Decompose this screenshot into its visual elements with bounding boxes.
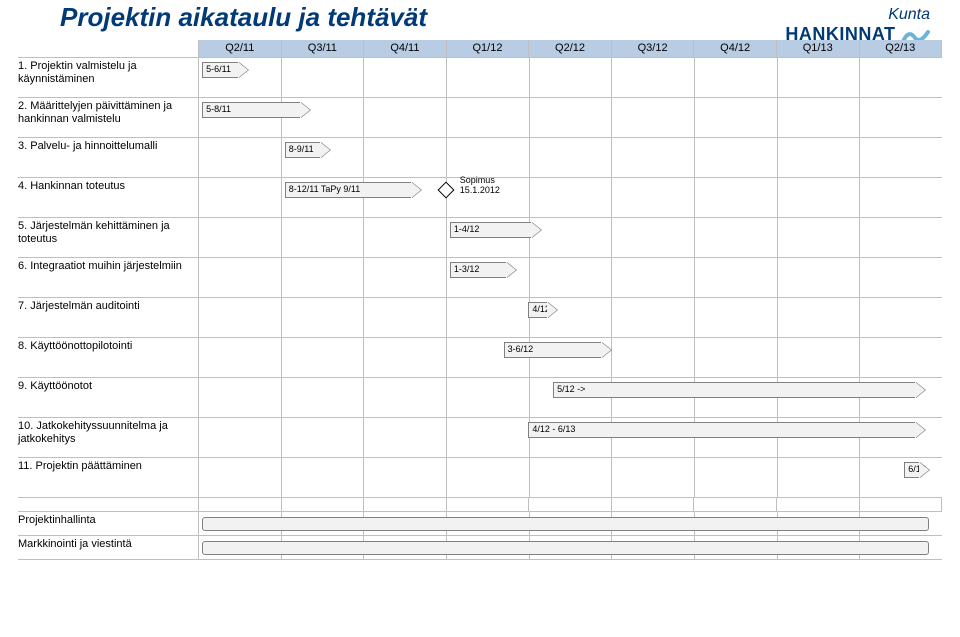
quarter-header: Q3/11 [281, 40, 364, 57]
task-row: 4. Hankinnan toteutus 8-12/11 TaPy 9/11 So… [18, 178, 942, 218]
quarter-header: Q1/12 [446, 40, 529, 57]
header-row: Q2/11Q3/11Q4/11Q1/12Q2/12Q3/12Q4/12Q1/13… [18, 40, 942, 58]
task-label: 9. Käyttöönotot [18, 378, 198, 417]
logo-line1: Kunta [785, 6, 930, 24]
task-bar-label: 8-12/11 TaPy 9/11 [289, 184, 361, 194]
task-label: 4. Hankinnan toteutus [18, 178, 198, 217]
task-bar: 5/12 -> [553, 382, 915, 398]
quarter-header: Q2/11 [198, 40, 281, 57]
task-row: 3. Palvelu- ja hinnoittelumalli 8-9/11 [18, 138, 942, 178]
milestone-label: Sopimus15.1.2012 [460, 176, 500, 196]
task-label: 10. Jatkokehityssuunnitelma ja jatkokehi… [18, 418, 198, 457]
task-row: 1. Projektin valmistelu ja käynnistämine… [18, 58, 942, 98]
task-bar-label: 6/13 [908, 464, 926, 474]
task-bar-label: 1-3/12 [454, 264, 480, 274]
task-bar: 6/13 [904, 462, 919, 478]
support-label: Markkinointi ja viestintä [18, 536, 198, 559]
task-row: 9. Käyttöönotot 5/12 -> [18, 378, 942, 418]
task-label: 3. Palvelu- ja hinnoittelumalli [18, 138, 198, 177]
support-bar [202, 541, 929, 555]
support-label: Projektinhallinta [18, 512, 198, 535]
task-bar-label: 5/12 -> [557, 384, 585, 394]
support-row: Projektinhallinta [18, 512, 942, 536]
task-bar-label: 5-8/11 [206, 104, 231, 114]
task-row: 8. Käyttöönottopilotointi 3-6/12 [18, 338, 942, 378]
quarter-header: Q4/11 [363, 40, 446, 57]
task-bar: 1-4/12 [450, 222, 531, 238]
task-label: 2. Määrittelyjen päivittäminen ja hankin… [18, 98, 198, 137]
task-bar-label: 8-9/11 [289, 144, 314, 154]
task-bar: 5-6/11 [202, 62, 237, 78]
task-bar: 8-12/11 TaPy 9/11 [285, 182, 411, 198]
support-row: Markkinointi ja viestintä [18, 536, 942, 560]
task-label: 8. Käyttöönottopilotointi [18, 338, 198, 377]
quarter-header: Q2/13 [859, 40, 943, 57]
task-bar: 8-9/11 [285, 142, 320, 158]
quarter-header: Q1/13 [776, 40, 859, 57]
task-bar-label: 5-6/11 [206, 64, 231, 74]
task-label: 6. Integraatiot muihin järjestelmiin [18, 258, 198, 297]
quarter-header: Q4/12 [693, 40, 776, 57]
task-label: 5. Järjestelmän kehittäminen ja toteutus [18, 218, 198, 257]
task-label: 7. Järjestelmän auditointi [18, 298, 198, 337]
task-bar: 4/12 - 6/13 [528, 422, 914, 438]
task-label: 11. Projektin päättäminen [18, 458, 198, 497]
task-bar-label: 1-4/12 [454, 224, 480, 234]
task-row: 2. Määrittelyjen päivittäminen ja hankin… [18, 98, 942, 138]
page-title: Projektin aikataulu ja tehtävät [60, 2, 427, 33]
quarter-header: Q2/12 [528, 40, 611, 57]
task-row: 10. Jatkokehityssuunnitelma ja jatkokehi… [18, 418, 942, 458]
task-bar-label: 3-6/12 [508, 344, 534, 354]
task-bar-label: 4/12 - 6/13 [532, 424, 575, 434]
task-row: 11. Projektin päättäminen 6/13 [18, 458, 942, 498]
support-bar [202, 517, 929, 531]
task-bar: 4/12 [528, 302, 547, 318]
gantt-chart: Q2/11Q3/11Q4/11Q1/12Q2/12Q3/12Q4/12Q1/13… [18, 40, 942, 560]
task-row: 6. Integraatiot muihin järjestelmiin 1-3/… [18, 258, 942, 298]
task-bar: 5-8/11 [202, 102, 299, 118]
quarter-header: Q3/12 [611, 40, 694, 57]
task-row: 7. Järjestelmän auditointi 4/12 [18, 298, 942, 338]
task-bar: 1-3/12 [450, 262, 506, 278]
task-bar-label: 4/12 [532, 304, 550, 314]
task-bar: 3-6/12 [504, 342, 601, 358]
task-row: 5. Järjestelmän kehittäminen ja toteutus… [18, 218, 942, 258]
task-label: 1. Projektin valmistelu ja käynnistämine… [18, 58, 198, 97]
